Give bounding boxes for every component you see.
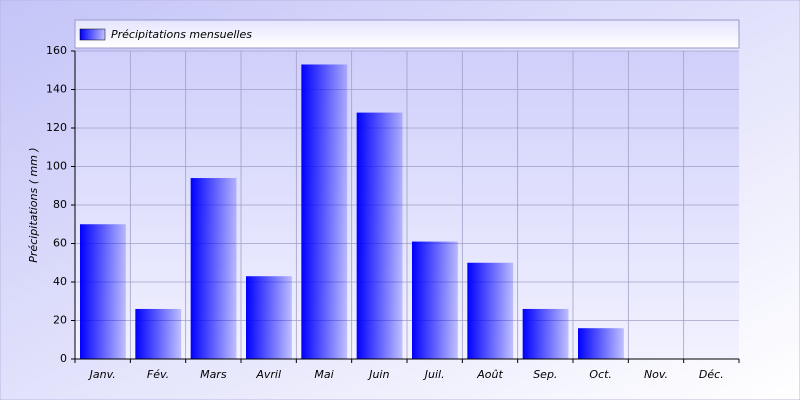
x-tick-label: Mai (314, 368, 333, 381)
bar (190, 178, 237, 359)
y-tick-label: 120 (46, 121, 67, 134)
bar (522, 308, 569, 359)
bar (246, 276, 292, 359)
x-tick-label: Déc. (699, 368, 724, 381)
x-tick-label: Nov. (644, 368, 668, 381)
bar (135, 308, 182, 359)
y-axis-title: Précipitations ( mm ) (27, 147, 40, 262)
legend-box (74, 19, 740, 49)
bar (301, 64, 348, 359)
bar (80, 224, 126, 359)
x-tick-label: Mars (200, 368, 227, 381)
legend-label: Précipitations mensuelles (111, 28, 252, 41)
x-tick-label: Août (476, 368, 503, 381)
x-tick-label: Avril (255, 368, 281, 381)
x-tick-label: Juin (367, 368, 389, 381)
y-tick-label: 60 (53, 237, 67, 250)
y-tick-label: 0 (60, 352, 67, 365)
x-tick-label: Sep. (533, 368, 557, 381)
y-tick-label: 140 (46, 83, 67, 96)
legend-swatch (79, 28, 106, 41)
y-tick-label: 160 (46, 44, 67, 57)
y-tick-label: 40 (53, 275, 67, 288)
x-tick-label: Juil. (423, 368, 445, 381)
bar (412, 241, 458, 359)
x-tick-label: Oct. (589, 368, 612, 381)
y-tick-label: 20 (53, 314, 67, 327)
bar (467, 262, 514, 359)
x-tick-label: Fév. (147, 368, 169, 381)
bar (356, 112, 403, 359)
y-tick-label: 80 (53, 198, 67, 211)
x-tick-label: Janv. (88, 368, 116, 381)
y-tick-label: 100 (46, 160, 67, 173)
bar (578, 328, 624, 359)
